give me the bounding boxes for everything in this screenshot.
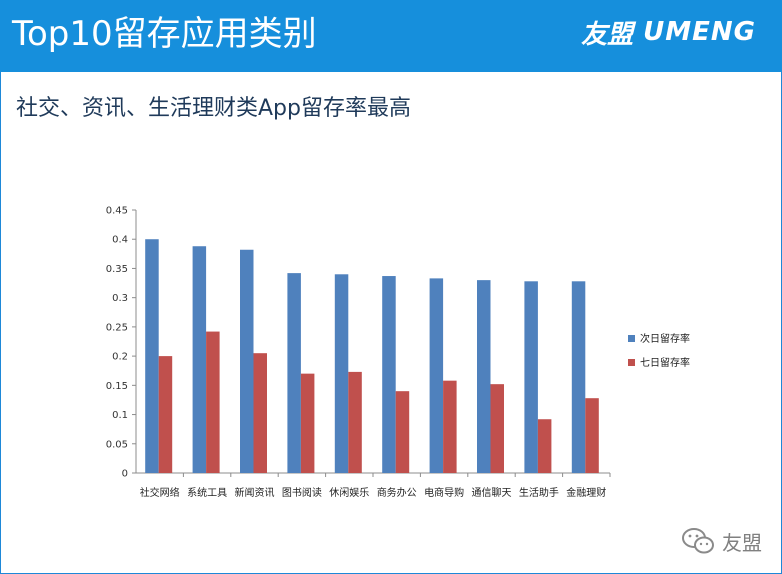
y-tick-label: 0 bbox=[122, 469, 128, 480]
category-label: 新闻资讯 bbox=[235, 486, 275, 499]
y-tick-label: 0.15 bbox=[106, 381, 128, 392]
bar-day7 bbox=[443, 380, 457, 473]
y-tick-label: 0.25 bbox=[106, 322, 128, 333]
bar-day1 bbox=[287, 273, 301, 473]
bar-day1 bbox=[429, 278, 444, 473]
category-label: 商务办公 bbox=[377, 486, 417, 499]
bar-day7 bbox=[537, 419, 552, 473]
y-tick-label: 0.1 bbox=[112, 410, 128, 421]
y-tick-label: 0.2 bbox=[112, 352, 128, 363]
bar-day1 bbox=[334, 274, 349, 473]
watermark-text: 友盟 bbox=[722, 530, 762, 555]
y-tick-label: 0.45 bbox=[106, 206, 128, 217]
slide-subtitle: 社交、资讯、生活理财类App留存率最高 bbox=[16, 96, 411, 121]
category-label: 生活助手 bbox=[519, 486, 559, 499]
bar-day7 bbox=[300, 373, 315, 473]
retention-bar-chart: 0 0.05 0.1 0.15 0.2 0.25 0.3 0.35 0.4 0.45 社交网络 系统工… bbox=[106, 206, 690, 500]
y-tick-label: 0.35 bbox=[106, 264, 128, 275]
wechat-icon bbox=[682, 528, 714, 554]
category-label: 金融理财 bbox=[566, 486, 606, 499]
bar-day7 bbox=[253, 353, 267, 473]
legend-label: 七日留存率 bbox=[640, 356, 690, 369]
category-label: 社交网络 bbox=[140, 486, 180, 499]
bar-day1 bbox=[524, 281, 538, 473]
bar-day7 bbox=[206, 331, 220, 473]
bar-day7 bbox=[585, 398, 599, 473]
logo-en-text: UMENG bbox=[643, 17, 756, 47]
y-tick-label: 0.4 bbox=[112, 235, 128, 246]
bar-day7 bbox=[348, 371, 362, 473]
bar-day1 bbox=[477, 280, 491, 473]
logo-cn-text: 友盟 bbox=[581, 19, 634, 50]
category-label: 系统工具 bbox=[187, 486, 227, 499]
page-title: Top10留存应用类别 bbox=[12, 14, 317, 54]
category-label: 电商导购 bbox=[424, 486, 464, 499]
umeng-logo: 友盟 UMENG bbox=[581, 14, 756, 50]
bar-day1 bbox=[240, 249, 254, 473]
wechat-watermark: 友盟 bbox=[680, 526, 762, 556]
legend-swatch bbox=[628, 335, 635, 342]
bar-day1 bbox=[571, 281, 586, 473]
header-bar: Top10留存应用类别 友盟 UMENG bbox=[0, 0, 782, 72]
bar-day1 bbox=[192, 246, 207, 473]
bar-day7 bbox=[395, 391, 410, 473]
y-tick-label: 0.3 bbox=[112, 293, 128, 304]
bar-day1 bbox=[145, 239, 159, 473]
legend-swatch bbox=[628, 359, 635, 366]
legend-label: 次日留存率 bbox=[640, 332, 690, 345]
bar-day7 bbox=[158, 356, 173, 473]
category-label: 通信聊天 bbox=[472, 486, 512, 499]
y-tick-label: 0.05 bbox=[106, 439, 128, 450]
bar-day7 bbox=[490, 384, 504, 473]
category-label: 休闲娱乐 bbox=[329, 486, 369, 499]
category-label: 图书阅读 bbox=[282, 486, 322, 499]
bar-day1 bbox=[382, 276, 396, 473]
